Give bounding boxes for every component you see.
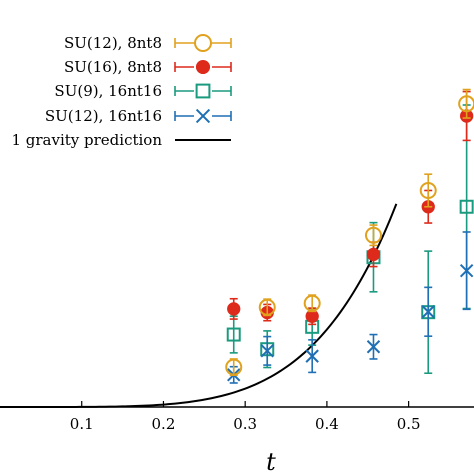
series-x bbox=[227, 231, 474, 384]
marker-filled-circle bbox=[227, 302, 241, 316]
legend-label: 1 gravity prediction bbox=[11, 131, 162, 149]
marker-open-circle bbox=[303, 294, 321, 312]
x-tick-label: 0.1 bbox=[70, 415, 94, 433]
series-open-circle bbox=[225, 88, 474, 377]
data-point bbox=[303, 294, 321, 313]
data-point bbox=[225, 358, 243, 377]
series-filled-circle bbox=[227, 90, 474, 326]
gravity-prediction-curve-layer bbox=[0, 203, 398, 408]
data-point bbox=[226, 315, 241, 354]
data-point bbox=[260, 335, 274, 366]
marker-open-circle bbox=[419, 181, 437, 199]
legend-entry: SU(12), 8nt8 bbox=[64, 34, 232, 52]
gravity-prediction-curve bbox=[0, 203, 398, 408]
x-tick-label: 0.4 bbox=[315, 415, 339, 433]
legend-entry: SU(9), 16nt16 bbox=[54, 82, 232, 100]
marker-filled-circle bbox=[366, 247, 381, 262]
marker-open-square bbox=[226, 327, 241, 342]
marker-open-circle bbox=[258, 298, 276, 316]
legend-label: SU(9), 16nt16 bbox=[54, 82, 162, 100]
legend-label: SU(16), 8nt8 bbox=[64, 58, 162, 76]
data-point bbox=[366, 333, 381, 360]
series-open-square bbox=[226, 104, 474, 375]
legend-entry: 1 gravity prediction bbox=[11, 131, 231, 149]
marker-x bbox=[195, 108, 211, 124]
data-point bbox=[258, 298, 276, 317]
legend-entry: SU(16), 8nt8 bbox=[64, 58, 232, 76]
marker-x bbox=[305, 349, 319, 363]
legend: SU(12), 8nt8 SU(16), 8nt8 SU(9), 16nt16 SU(… bbox=[11, 34, 232, 149]
data-points-layer bbox=[225, 88, 474, 384]
data-point bbox=[366, 241, 381, 268]
marker-open-circle bbox=[364, 226, 382, 244]
data-point bbox=[458, 88, 474, 119]
marker-x bbox=[421, 305, 435, 319]
x-tick-label: 0.3 bbox=[233, 415, 257, 433]
marker-open-square bbox=[459, 199, 474, 214]
marker-x bbox=[459, 263, 474, 278]
x-axis-label: t bbox=[266, 448, 276, 474]
data-point bbox=[419, 173, 437, 208]
x-tick-label: 0.5 bbox=[397, 415, 421, 433]
marker-open-circle bbox=[458, 95, 474, 113]
marker-open-circle bbox=[225, 358, 243, 376]
legend-marker-bg bbox=[194, 82, 212, 100]
legend-marker-bg bbox=[194, 34, 212, 52]
data-point bbox=[227, 297, 241, 320]
data-point bbox=[305, 339, 319, 374]
data-point bbox=[421, 286, 435, 337]
marker-open-square bbox=[195, 83, 211, 99]
data-point bbox=[364, 224, 382, 247]
marker-x bbox=[260, 344, 274, 358]
x-tick-label: 0.2 bbox=[152, 415, 176, 433]
legend-label: SU(12), 8nt8 bbox=[64, 34, 162, 52]
legend-entry: SU(12), 16nt16 bbox=[45, 107, 232, 125]
data-point bbox=[459, 231, 474, 311]
legend-label: SU(12), 16nt16 bbox=[45, 107, 162, 125]
marker-open-circle bbox=[194, 34, 212, 52]
marker-filled-circle bbox=[195, 59, 211, 75]
axes: 0.1 0.2 0.3 0.4 0.5 bbox=[0, 401, 474, 433]
marker-x bbox=[366, 340, 381, 354]
